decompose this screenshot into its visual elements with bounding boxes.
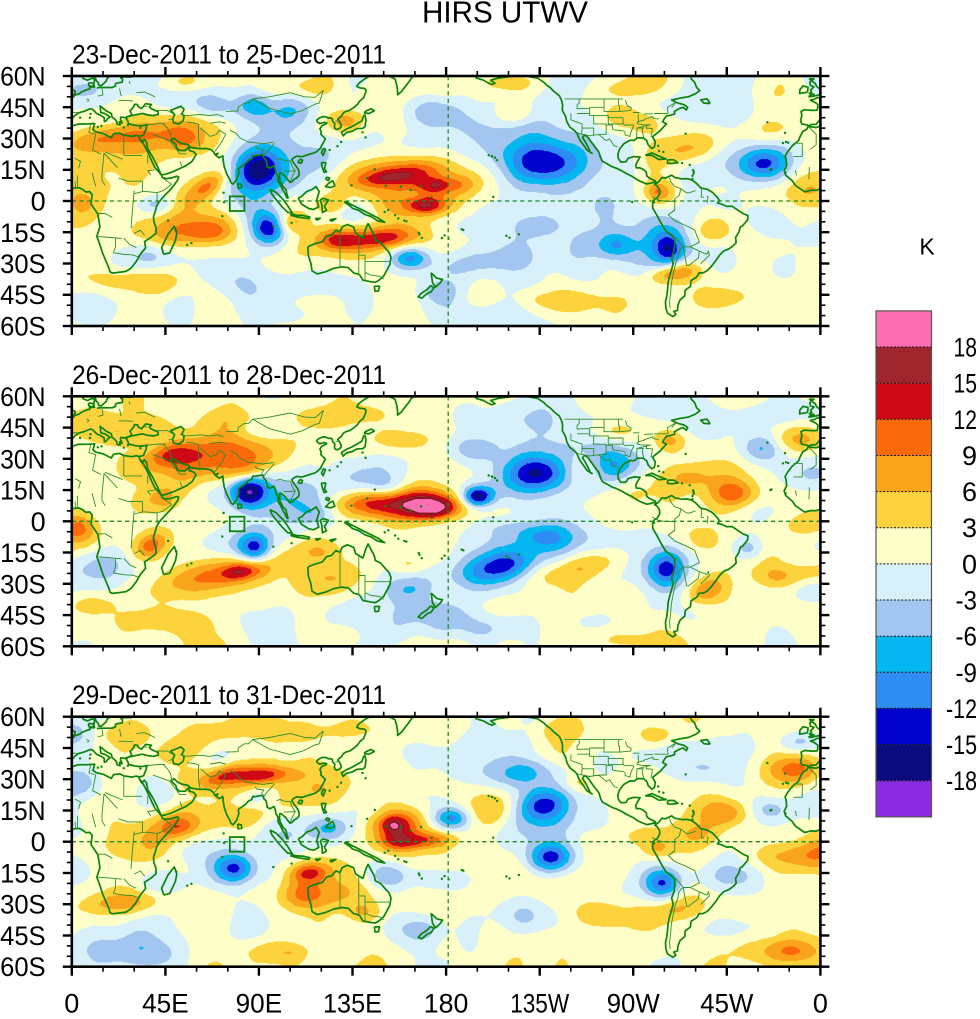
svg-text:135W: 135W: [510, 988, 569, 1014]
svg-text:29-Dec-2011 to 31-Dec-2011: 29-Dec-2011 to 31-Dec-2011: [72, 680, 386, 710]
svg-text:-6: -6: [956, 622, 978, 652]
svg-text:15N: 15N: [0, 796, 46, 826]
svg-text:-15: -15: [946, 730, 977, 760]
svg-text:60S: 60S: [0, 312, 46, 342]
svg-text:23-Dec-2011 to 25-Dec-2011: 23-Dec-2011 to 25-Dec-2011: [72, 40, 386, 70]
svg-text:60N: 60N: [0, 702, 46, 732]
svg-text:12: 12: [954, 405, 978, 435]
svg-text:3: 3: [962, 513, 977, 543]
svg-text:15N: 15N: [0, 476, 46, 506]
svg-text:30S: 30S: [0, 569, 46, 599]
svg-text:0: 0: [813, 988, 828, 1014]
svg-text:180: 180: [424, 988, 469, 1014]
svg-text:30N: 30N: [0, 765, 46, 795]
svg-text:90E: 90E: [236, 988, 283, 1014]
svg-text:45N: 45N: [0, 413, 46, 443]
svg-text:45N: 45N: [0, 93, 46, 123]
svg-text:0: 0: [31, 507, 46, 537]
svg-text:15N: 15N: [0, 155, 46, 185]
svg-text:15S: 15S: [0, 859, 46, 889]
svg-text:0: 0: [31, 827, 46, 857]
svg-text:-9: -9: [956, 658, 978, 688]
svg-text:90W: 90W: [607, 988, 660, 1014]
svg-text:26-Dec-2011 to 28-Dec-2011: 26-Dec-2011 to 28-Dec-2011: [72, 360, 386, 390]
svg-text:60S: 60S: [0, 952, 46, 982]
svg-text:45N: 45N: [0, 734, 46, 764]
svg-text:45S: 45S: [0, 921, 46, 951]
svg-text:45S: 45S: [0, 601, 46, 631]
svg-text:9: 9: [962, 441, 977, 471]
svg-text:18: 18: [954, 333, 978, 363]
svg-text:135E: 135E: [323, 988, 382, 1014]
svg-text:-18: -18: [946, 766, 977, 796]
svg-text:30N: 30N: [0, 444, 46, 474]
svg-text:15S: 15S: [0, 218, 46, 248]
svg-text:0: 0: [64, 988, 79, 1014]
svg-text:0: 0: [962, 549, 977, 579]
svg-text:30N: 30N: [0, 124, 46, 154]
svg-text:-3: -3: [956, 586, 978, 616]
svg-text:60N: 60N: [0, 382, 46, 412]
svg-text:15S: 15S: [0, 538, 46, 568]
svg-text:45E: 45E: [142, 988, 189, 1014]
svg-text:30S: 30S: [0, 890, 46, 920]
svg-text:60N: 60N: [0, 62, 46, 92]
svg-text:-12: -12: [946, 694, 977, 724]
svg-text:60S: 60S: [0, 632, 46, 662]
svg-text:0: 0: [31, 187, 46, 217]
svg-text:15: 15: [954, 369, 978, 399]
svg-text:K: K: [919, 233, 935, 259]
svg-text:30S: 30S: [0, 249, 46, 279]
svg-text:45S: 45S: [0, 280, 46, 310]
svg-text:45W: 45W: [700, 988, 753, 1014]
svg-text:6: 6: [962, 477, 977, 507]
svg-text:HIRS UTWV: HIRS UTWV: [422, 0, 588, 29]
